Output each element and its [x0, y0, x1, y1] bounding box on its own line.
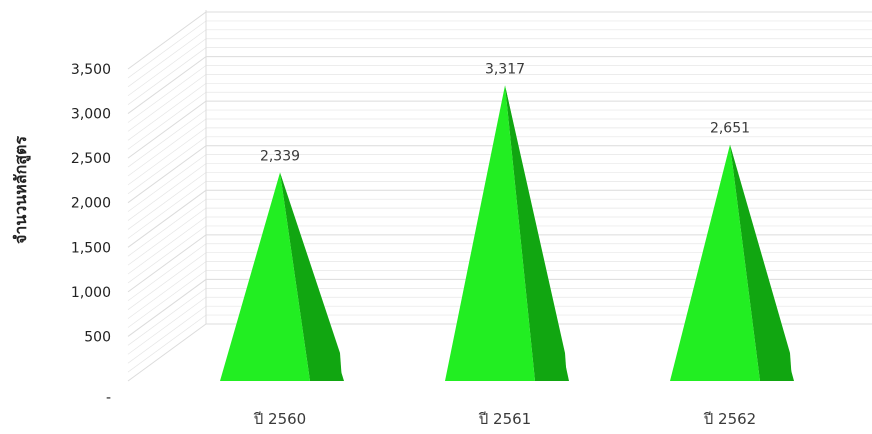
data-labels: 2,339 3,317 2,651 — [260, 61, 750, 164]
data-label: 3,317 — [485, 61, 525, 77]
pyramid-side-face — [730, 144, 792, 381]
x-axis-categories: ปี 2560 ปี 2561 ปี 2562 — [253, 410, 756, 428]
pyramid-bar — [220, 172, 344, 381]
y-tick-label: 2,500 — [71, 151, 111, 167]
pyramid-bar — [445, 85, 569, 381]
pyramid-front-face — [445, 85, 535, 381]
pyramid-bar — [670, 144, 794, 381]
y-tick-label: 500 — [84, 329, 111, 345]
gridline-minor — [127, 29, 872, 88]
y-tick-label: 3,000 — [71, 107, 111, 123]
y-axis-title: จำนวนหลักสูตร — [11, 136, 32, 244]
pyramid-side-face — [505, 85, 567, 381]
x-category-label: ปี 2561 — [478, 410, 531, 428]
data-label: 2,651 — [710, 121, 750, 137]
y-tick-label: 3,500 — [71, 62, 111, 78]
y-axis-ticks: - 500 1,000 1,500 2,000 2,500 3,000 3,500 — [71, 62, 111, 406]
pyramid-front-face — [220, 172, 310, 381]
gridlines — [127, 10, 872, 382]
x-category-label: ปี 2562 — [703, 410, 756, 428]
x-category-label: ปี 2560 — [253, 410, 306, 428]
pyramid-front-face — [670, 144, 760, 381]
y-tick-label: 2,000 — [71, 196, 111, 212]
y-tick-label: 1,000 — [71, 285, 111, 301]
y-tick-label: - — [106, 390, 111, 406]
data-label: 2,339 — [260, 148, 300, 164]
pyramid-bars — [220, 85, 794, 381]
pyramid-side-face — [280, 172, 342, 381]
y-tick-label: 1,500 — [71, 240, 111, 256]
